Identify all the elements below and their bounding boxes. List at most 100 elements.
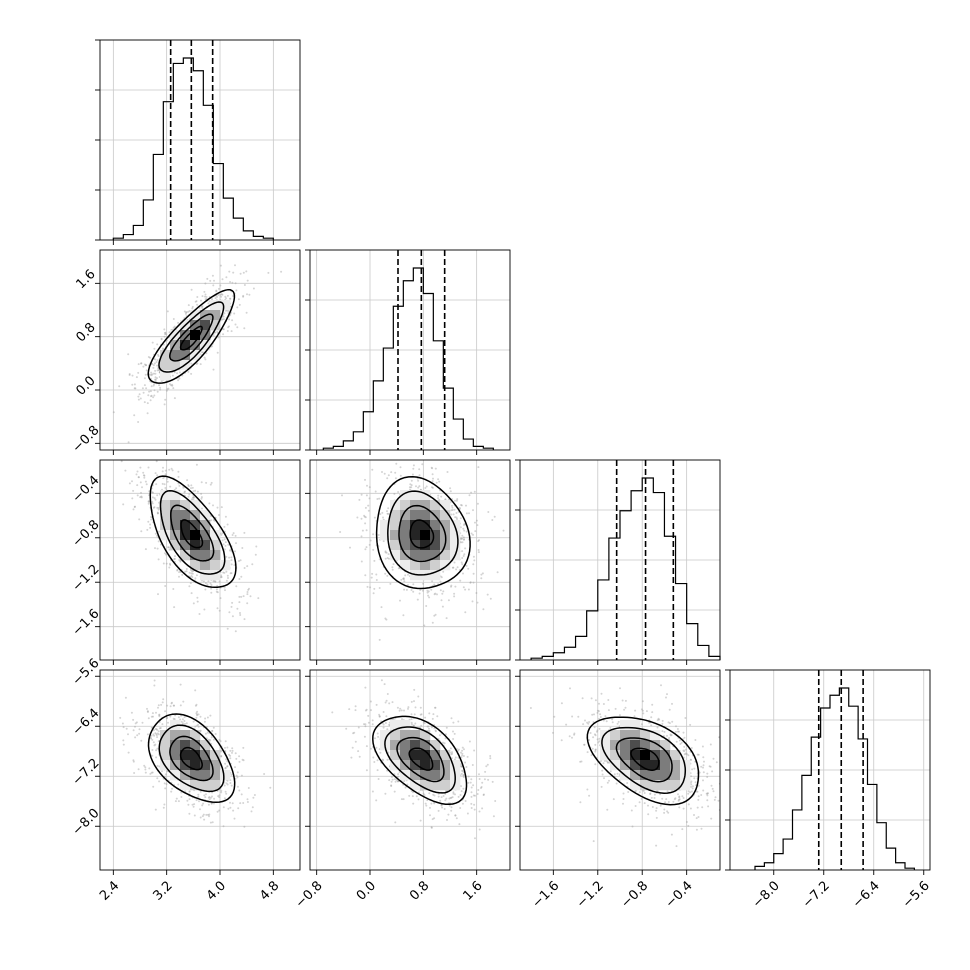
- scatter-point: [503, 530, 505, 532]
- scatter-point: [400, 466, 402, 468]
- scatter-point: [428, 596, 430, 598]
- scatter-point: [569, 735, 571, 737]
- scatter-point: [672, 801, 674, 803]
- scatter-point: [144, 401, 146, 403]
- scatter-point: [487, 764, 489, 766]
- scatter-point: [154, 389, 156, 391]
- scatter-point: [428, 728, 430, 730]
- scatter-point: [398, 567, 400, 569]
- scatter-point: [424, 717, 426, 719]
- scatter-point: [236, 608, 238, 610]
- scatter-point: [188, 485, 190, 487]
- scatter-point: [603, 762, 605, 764]
- scatter-point: [690, 808, 692, 810]
- scatter-point: [152, 396, 154, 398]
- scatter-point: [227, 330, 229, 332]
- scatter-point: [241, 547, 243, 549]
- scatter-point: [231, 330, 233, 332]
- scatter-point: [411, 718, 413, 720]
- scatter-point: [155, 483, 157, 485]
- scatter-point: [173, 718, 175, 720]
- scatter-point: [491, 519, 493, 521]
- scatter-point: [424, 487, 426, 489]
- scatter-point: [366, 485, 368, 487]
- scatter-point: [153, 741, 155, 743]
- scatter-point: [229, 281, 231, 283]
- scatter-point: [173, 705, 175, 707]
- scatter-point: [196, 296, 198, 298]
- scatter-point: [185, 313, 187, 315]
- scatter-point: [665, 697, 667, 699]
- scatter-point: [164, 787, 166, 789]
- scatter-point: [174, 397, 176, 399]
- scatter-point: [478, 549, 480, 551]
- scatter-point: [703, 771, 705, 773]
- scatter-point: [242, 802, 244, 804]
- scatter-point: [702, 779, 704, 781]
- scatter-point: [487, 594, 489, 596]
- scatter-point: [706, 776, 708, 778]
- scatter-point: [617, 773, 619, 775]
- density-cell: [620, 720, 630, 730]
- scatter-point: [184, 716, 186, 718]
- scatter-point: [358, 499, 360, 501]
- scatter-point: [646, 710, 648, 712]
- scatter-point: [712, 788, 714, 790]
- scatter-point: [142, 472, 144, 474]
- scatter-point: [156, 777, 158, 779]
- scatter-point: [423, 625, 425, 627]
- scatter-point: [156, 736, 158, 738]
- scatter-point: [237, 786, 239, 788]
- scatter-point: [162, 698, 164, 700]
- scatter-point: [438, 481, 440, 483]
- scatter-point: [156, 365, 158, 367]
- scatter-point: [579, 801, 581, 803]
- scatter-point: [211, 730, 213, 732]
- scatter-point: [153, 685, 155, 687]
- scatter-point: [669, 709, 671, 711]
- scatter-point: [647, 805, 649, 807]
- scatter-point: [202, 803, 204, 805]
- scatter-point: [356, 517, 358, 519]
- scatter-point: [484, 778, 486, 780]
- scatter-point: [459, 807, 461, 809]
- scatter-point: [226, 765, 228, 767]
- scatter-point: [667, 790, 669, 792]
- scatter-point: [194, 815, 196, 817]
- scatter-point: [178, 476, 180, 478]
- scatter-point: [188, 496, 190, 498]
- histogram-panel-1: [305, 250, 510, 455]
- scatter-point: [166, 705, 168, 707]
- scatter-point: [639, 791, 641, 793]
- scatter-point: [189, 798, 191, 800]
- scatter-point: [553, 716, 555, 718]
- scatter-point: [464, 762, 466, 764]
- scatter-point: [142, 366, 144, 368]
- scatter-point: [234, 818, 236, 820]
- scatter-point: [466, 512, 468, 514]
- scatter-point: [134, 387, 136, 389]
- scatter-point: [127, 733, 129, 735]
- scatter-point: [461, 770, 463, 772]
- scatter-point: [394, 453, 396, 455]
- scatter-point: [656, 807, 658, 809]
- scatter-point: [229, 807, 231, 809]
- scatter-point: [484, 771, 486, 773]
- scatter-point: [244, 618, 246, 620]
- density-cell: [410, 510, 420, 520]
- histogram-panel-3: [725, 670, 930, 875]
- scatter-point: [200, 493, 202, 495]
- scatter-point: [208, 814, 210, 816]
- scatter-point: [709, 765, 711, 767]
- scatter-point: [586, 722, 588, 724]
- density-cell: [420, 550, 430, 560]
- scatter-point: [232, 750, 234, 752]
- scatter-point: [239, 802, 241, 804]
- scatter-point: [371, 577, 373, 579]
- scatter-point: [156, 474, 158, 476]
- scatter-point: [561, 702, 563, 704]
- scatter-point: [651, 704, 653, 706]
- scatter-point: [194, 726, 196, 728]
- scatter-point: [207, 717, 209, 719]
- scatter-point: [651, 797, 653, 799]
